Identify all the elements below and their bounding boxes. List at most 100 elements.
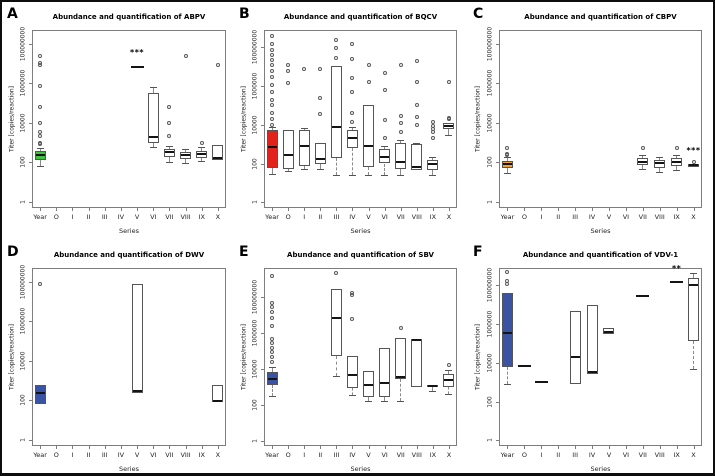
outlier-point bbox=[398, 130, 403, 135]
panel-title: Abundance and quantification of ABPV bbox=[52, 13, 206, 21]
outlier-point bbox=[270, 74, 275, 79]
lower-whisker-cap bbox=[656, 171, 664, 173]
lower-whisker-cap bbox=[639, 168, 647, 170]
x-tick-label: VIII bbox=[411, 213, 422, 221]
box bbox=[688, 277, 700, 342]
x-tick-mark bbox=[120, 446, 122, 449]
outlier-point bbox=[414, 103, 419, 108]
outlier-point bbox=[270, 359, 275, 364]
y-tick-mark bbox=[496, 162, 499, 164]
x-tick-label: O bbox=[53, 451, 59, 459]
outlier-point bbox=[270, 350, 275, 355]
x-tick-mark bbox=[625, 208, 627, 211]
panel-letter: B bbox=[239, 6, 250, 22]
panel-e: E Abundance and quantification of SBV 1 100… bbox=[236, 242, 470, 473]
y-tick-label: 100 bbox=[251, 398, 259, 411]
outlier-point bbox=[270, 305, 275, 310]
x-tick-mark bbox=[416, 208, 418, 211]
median-only-line bbox=[534, 381, 548, 384]
lower-whisker-cap bbox=[348, 175, 356, 177]
x-tick-mark bbox=[448, 208, 450, 211]
x-tick-label: III bbox=[572, 451, 579, 459]
outlier-point bbox=[334, 46, 339, 51]
lower-whisker-cap bbox=[365, 400, 373, 402]
y-tick-label: 1 bbox=[19, 438, 27, 442]
median-line bbox=[689, 164, 699, 167]
outlier-point bbox=[38, 130, 43, 135]
x-tick-mark bbox=[558, 208, 560, 211]
lower-whisker bbox=[335, 158, 337, 176]
x-tick-mark bbox=[541, 208, 543, 211]
x-tick-mark bbox=[185, 208, 187, 211]
outlier-point bbox=[446, 115, 451, 120]
lower-whisker-cap bbox=[284, 171, 292, 173]
x-tick-mark bbox=[88, 208, 90, 211]
x-axis-title: Series bbox=[590, 465, 611, 473]
median-line bbox=[213, 399, 223, 402]
y-tick-label: 1000000 bbox=[19, 308, 27, 335]
outlier-point bbox=[430, 127, 435, 132]
median-only-line bbox=[130, 65, 144, 68]
lower-whisker bbox=[368, 396, 370, 401]
x-tick-label: VIII bbox=[411, 451, 422, 459]
y-tick-mark bbox=[261, 202, 264, 204]
outlier-point bbox=[398, 114, 403, 119]
upper-whisker bbox=[432, 156, 434, 161]
outlier-point bbox=[382, 117, 387, 122]
y-tick-label: 100 bbox=[19, 394, 27, 407]
box bbox=[330, 288, 342, 357]
median-line bbox=[396, 375, 406, 378]
lower-whisker-cap bbox=[673, 169, 681, 171]
outlier-point bbox=[38, 53, 43, 58]
upper-whisker-cap bbox=[429, 156, 437, 158]
lower-whisker bbox=[693, 341, 695, 370]
lower-whisker bbox=[676, 166, 678, 170]
x-tick-label: I bbox=[303, 213, 306, 221]
y-tick-label: 1 bbox=[486, 200, 494, 204]
median-line bbox=[672, 160, 682, 163]
lower-whisker bbox=[351, 388, 353, 395]
x-tick-label: IX bbox=[198, 451, 205, 459]
x-tick-label: IX bbox=[429, 451, 437, 459]
lower-whisker bbox=[39, 159, 41, 167]
x-tick-label: VI bbox=[381, 213, 388, 221]
y-tick-mark bbox=[261, 368, 264, 370]
x-tick-label: Year bbox=[265, 451, 279, 459]
x-tick-mark bbox=[56, 208, 58, 211]
y-tick-mark bbox=[496, 440, 499, 442]
outlier-point bbox=[270, 309, 275, 314]
lower-whisker-cap bbox=[316, 169, 324, 171]
y-tick-label: 100000000 bbox=[486, 26, 494, 61]
x-tick-label: O bbox=[521, 451, 527, 459]
x-tick-label: III bbox=[333, 213, 340, 221]
median-line bbox=[164, 150, 174, 153]
x-tick-mark bbox=[336, 208, 338, 211]
lower-whisker-cap bbox=[429, 391, 437, 393]
lower-whisker-cap bbox=[503, 383, 511, 385]
x-axis-title: Series bbox=[119, 227, 139, 235]
x-tick-label: VI bbox=[622, 451, 630, 459]
box bbox=[569, 310, 581, 384]
y-tick-mark bbox=[261, 47, 264, 49]
lower-whisker-cap bbox=[381, 175, 389, 177]
x-tick-mark bbox=[541, 446, 543, 449]
x-tick-label: X bbox=[215, 451, 221, 459]
x-tick-mark bbox=[368, 208, 370, 211]
lower-whisker-cap bbox=[503, 173, 511, 175]
y-tick-mark bbox=[261, 163, 264, 165]
outlier-point bbox=[350, 90, 355, 95]
median-line bbox=[331, 125, 341, 128]
x-tick-mark bbox=[575, 208, 577, 211]
box bbox=[266, 129, 278, 168]
x-tick-mark bbox=[693, 208, 695, 211]
median-line bbox=[267, 377, 277, 380]
lower-whisker-cap bbox=[397, 175, 405, 177]
x-tick-mark bbox=[104, 446, 106, 449]
x-tick-label: IX bbox=[198, 213, 205, 221]
median-line bbox=[347, 136, 357, 139]
x-tick-mark bbox=[72, 208, 74, 211]
x-tick-label: IV bbox=[588, 213, 596, 221]
upper-whisker-cap bbox=[198, 147, 206, 149]
significance-annotation: *** bbox=[686, 145, 701, 155]
upper-whisker-cap bbox=[348, 126, 356, 128]
